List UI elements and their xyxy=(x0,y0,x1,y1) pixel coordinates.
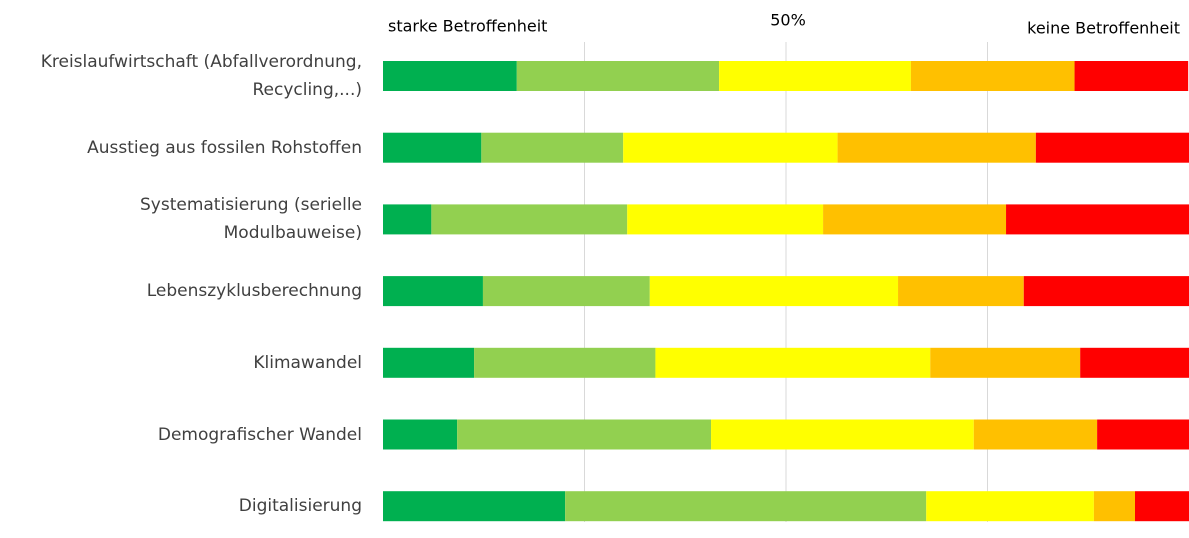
bar-segment xyxy=(383,276,483,307)
bar-segment xyxy=(383,491,566,522)
bar-segment xyxy=(383,132,482,163)
category-label: Demografischer Wandel xyxy=(157,424,362,445)
category-label: Kreislaufwirtschaft (Abfallverordnung, R… xyxy=(40,52,362,100)
category-label: Digitalisierung xyxy=(238,496,362,517)
bar-segment xyxy=(383,204,432,235)
bar-segment xyxy=(383,347,475,378)
bar-segment xyxy=(719,61,911,91)
category-label: Klimawandel xyxy=(253,352,362,373)
bar-segment xyxy=(516,61,720,91)
bar-segment xyxy=(837,132,1036,163)
bar-segment xyxy=(1097,419,1189,450)
bar-segment xyxy=(711,419,974,450)
bar-segment xyxy=(1093,491,1135,522)
bar-segment xyxy=(431,204,628,235)
bar-segment xyxy=(565,491,927,522)
bar-segment xyxy=(1074,61,1189,91)
bar-segment xyxy=(623,132,838,163)
left-annotation: starke Betroffenheit xyxy=(388,17,547,36)
bar-segment xyxy=(1134,491,1189,522)
bar-segment xyxy=(649,276,899,307)
page: starke Betroffenheit 50% keine Betroffen… xyxy=(40,10,1189,522)
center-annotation: 50% xyxy=(770,11,806,30)
bar-segment xyxy=(930,347,1081,378)
bar-segment xyxy=(627,204,824,235)
bar-segment xyxy=(457,419,712,450)
right-annotation: keine Betroffenheit xyxy=(1027,19,1180,38)
bar-segment xyxy=(1023,276,1189,307)
bar-segment xyxy=(482,276,650,307)
category-label: Ausstieg aus fossilen Rohstoffen xyxy=(87,137,362,158)
bar-segment xyxy=(474,347,656,378)
bar-segment xyxy=(910,61,1075,91)
bar-segment xyxy=(481,132,624,163)
bar-segment xyxy=(1035,132,1189,163)
bar-segment xyxy=(655,347,931,378)
bar-segment xyxy=(1080,347,1189,378)
bar-segment xyxy=(973,419,1098,450)
bar-segment xyxy=(898,276,1024,307)
bar-segment xyxy=(383,419,458,450)
category-label: Lebenszyklusberechnung xyxy=(146,281,362,302)
chart: starke Betroffenheit 50% keine Betroffen… xyxy=(383,11,1189,522)
bar-segment xyxy=(926,491,1094,522)
bar-segment xyxy=(1006,204,1189,235)
bar-segment xyxy=(383,61,517,91)
category-label: Systematisierung (serielle Modulbauweise… xyxy=(140,195,362,244)
bar-segment xyxy=(823,204,1007,235)
